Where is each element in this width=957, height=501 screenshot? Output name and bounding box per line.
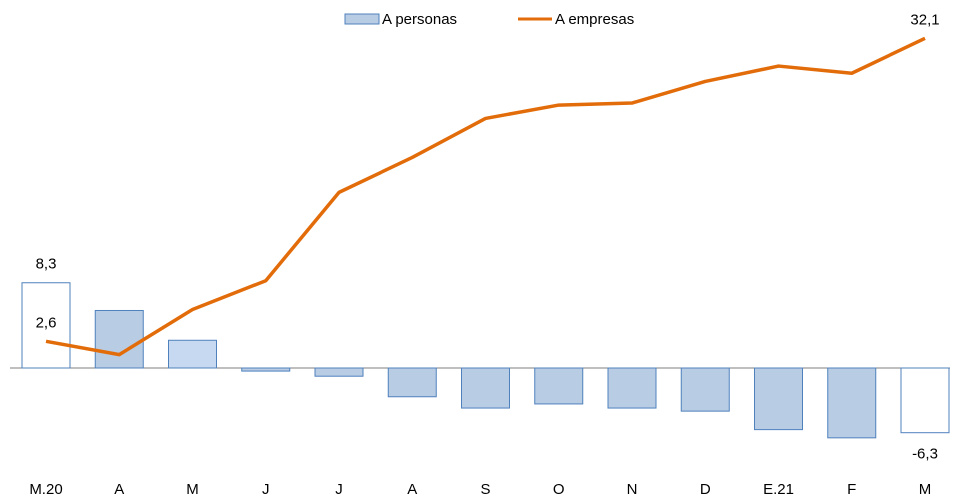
bar — [534, 367, 584, 405]
x-tick-label: F — [847, 481, 856, 498]
bar — [900, 367, 950, 434]
bar — [387, 367, 437, 398]
x-tick-label: S — [480, 481, 490, 498]
data-label: 2,6 — [36, 314, 57, 331]
bar — [94, 309, 144, 369]
x-tick-label: J — [335, 481, 343, 498]
data-label: -6,3 — [912, 446, 938, 463]
x-tick-label: A — [114, 481, 124, 498]
data-label: 8,3 — [36, 256, 57, 273]
bar — [314, 367, 364, 377]
x-tick-label: N — [627, 481, 638, 498]
bar — [241, 367, 291, 372]
bar — [21, 282, 71, 369]
line — [45, 36, 926, 357]
legend-label: A personas — [382, 11, 457, 28]
legend-swatch — [344, 13, 380, 25]
legend-label: A empresas — [555, 11, 634, 28]
bar — [461, 367, 510, 409]
x-tick-label: M — [186, 481, 199, 498]
x-tick-label: A — [407, 481, 417, 498]
data-label: 32,1 — [910, 11, 939, 28]
x-tick-label: M.20 — [29, 481, 62, 498]
bar — [607, 367, 657, 409]
bar — [827, 367, 877, 439]
x-tick-label: E.21 — [763, 481, 794, 498]
bar — [680, 367, 730, 412]
x-tick-label: D — [700, 481, 711, 498]
bar — [754, 367, 803, 431]
bar — [168, 339, 217, 369]
x-tick-label: J — [262, 481, 270, 498]
x-tick-label: M — [919, 481, 932, 498]
x-tick-label: O — [553, 481, 565, 498]
